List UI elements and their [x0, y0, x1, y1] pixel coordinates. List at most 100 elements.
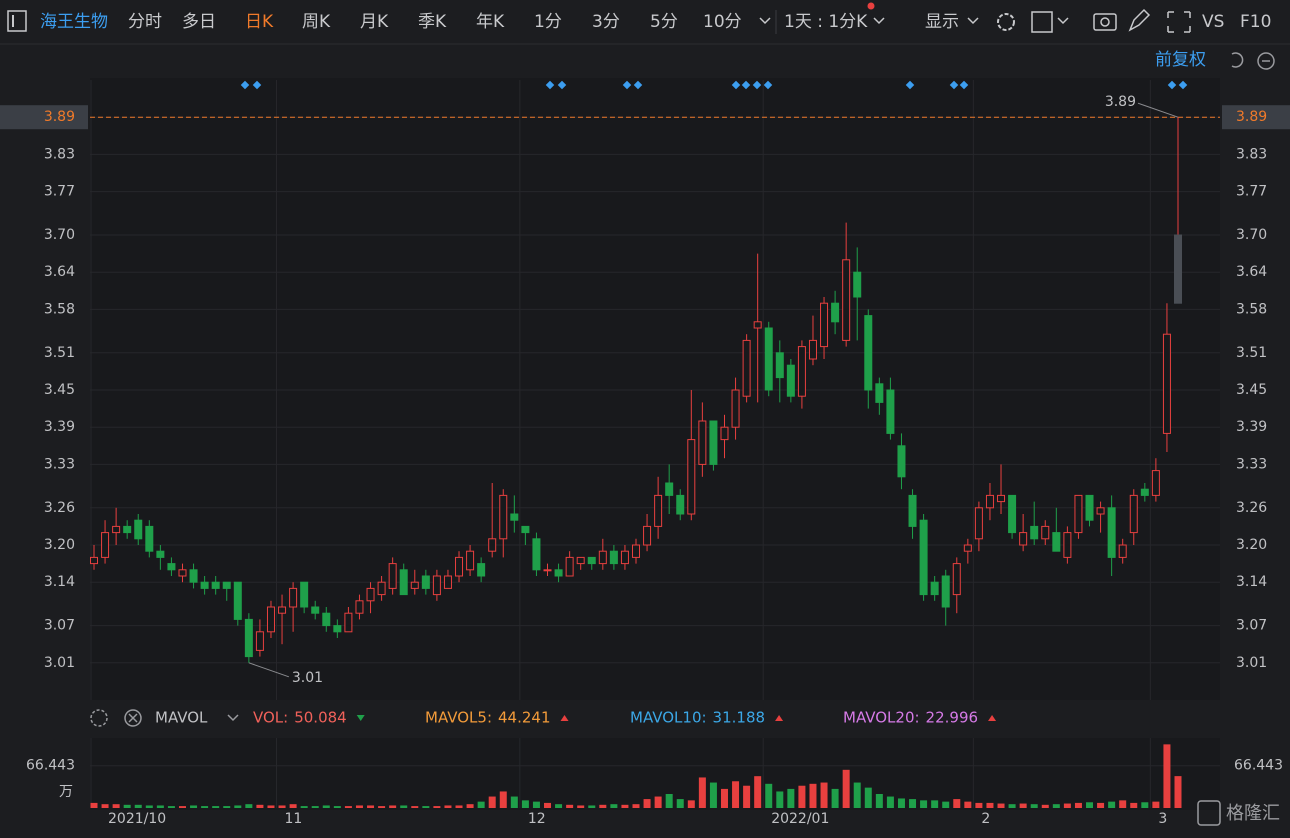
- indicator-close[interactable]: [124, 709, 142, 727]
- adjust-select[interactable]: 前复权: [1155, 50, 1206, 70]
- candle-body: [1162, 333, 1171, 434]
- period-tab[interactable]: 3分: [592, 12, 620, 32]
- y-tick-label-right: 3.26: [1236, 500, 1267, 516]
- candle-body: [222, 581, 231, 589]
- period-tab[interactable]: 日K: [245, 12, 274, 32]
- volume-bar: [599, 804, 607, 808]
- x-tick-label: 2022/01: [771, 811, 829, 827]
- y-tick-label-right: 3.20: [1236, 537, 1267, 553]
- y-tick-label-right: 3.58: [1236, 301, 1267, 317]
- volume-bar: [400, 805, 408, 808]
- period-tab[interactable]: 分时: [128, 12, 162, 32]
- candle-body: [1140, 488, 1149, 496]
- volume-bar: [643, 799, 651, 808]
- legend-value: 44.241: [498, 709, 551, 727]
- stock-name[interactable]: 海王生物: [40, 12, 108, 32]
- candle-body: [554, 569, 563, 577]
- last-price-badge: [0, 105, 88, 130]
- period-tab[interactable]: 多日: [182, 12, 216, 32]
- volume-bar: [123, 804, 131, 808]
- volume-bar: [864, 787, 872, 808]
- candle-body: [145, 525, 154, 552]
- interval-select[interactable]: 1天 : 1分K: [784, 12, 868, 32]
- volume-bar: [787, 788, 795, 808]
- draw-icon[interactable]: [1128, 8, 1151, 32]
- candle-body: [90, 556, 98, 565]
- volume-bar: [322, 805, 330, 808]
- volume-bar: [588, 805, 596, 808]
- period-tab[interactable]: 10分: [703, 12, 742, 32]
- x-tick-label: 3: [1158, 811, 1167, 827]
- event-marker[interactable]: [252, 80, 262, 90]
- candle-body: [488, 538, 497, 552]
- display-caret: [967, 17, 979, 25]
- candle-body: [134, 519, 143, 540]
- period-tab[interactable]: 年K: [476, 12, 505, 32]
- candle-body: [466, 550, 475, 571]
- y-tick-label: 3.70: [44, 227, 75, 243]
- interval-caret: [873, 17, 885, 25]
- volume-bar: [754, 776, 762, 808]
- display-menu[interactable]: 显示: [925, 12, 959, 32]
- candle-body: [908, 494, 917, 527]
- period-tab[interactable]: 季K: [418, 12, 447, 32]
- candle-body: [897, 445, 906, 478]
- candle-body: [289, 587, 298, 608]
- fullscreen-icon[interactable]: [1167, 11, 1191, 33]
- candle-body: [753, 321, 762, 329]
- candle-body: [831, 302, 840, 323]
- candle-body: [1030, 525, 1039, 540]
- x-tick-label: 2021/10: [108, 811, 166, 827]
- candle-body: [189, 569, 198, 583]
- candle-body: [432, 575, 441, 596]
- y-tick-label-right: 3.64: [1236, 264, 1267, 280]
- volume-bar: [621, 804, 629, 808]
- candle-body: [576, 556, 585, 565]
- f10-button[interactable]: F10: [1240, 12, 1271, 32]
- sidebar-toggle[interactable]: [7, 10, 27, 32]
- candle-body: [997, 494, 1006, 503]
- event-marker[interactable]: [240, 80, 250, 90]
- volume-bar: [1097, 802, 1105, 808]
- volume-bar: [698, 777, 706, 808]
- volume-bar: [964, 801, 972, 808]
- volume-bar: [355, 805, 363, 808]
- period-tab[interactable]: 1分: [534, 12, 562, 32]
- indicator-caret: [227, 714, 239, 722]
- volume-bar: [101, 804, 109, 808]
- screenshot-icon[interactable]: [1093, 13, 1117, 31]
- y-tick-label: 3.26: [44, 500, 75, 516]
- indicator-settings[interactable]: [90, 709, 108, 727]
- period-tab[interactable]: 周K: [302, 12, 331, 32]
- candle-body: [101, 532, 110, 558]
- indicator-name[interactable]: MAVOL: [155, 709, 208, 727]
- volume-bar: [389, 805, 397, 808]
- settings-icon[interactable]: [997, 13, 1015, 31]
- volume-bar: [1152, 801, 1160, 808]
- period-tab[interactable]: 月K: [360, 12, 389, 32]
- volume-bar: [776, 791, 784, 808]
- candle-body: [654, 494, 663, 527]
- volume-bar: [875, 794, 883, 808]
- volume-bar: [842, 769, 850, 808]
- candle-body: [123, 525, 132, 534]
- vs-button[interactable]: VS: [1202, 12, 1224, 32]
- period-tab[interactable]: 5分: [650, 12, 678, 32]
- volume-bar: [422, 806, 430, 808]
- layout-icon[interactable]: [1031, 11, 1053, 33]
- candle-body: [665, 482, 674, 496]
- zoom-out-icon[interactable]: [1257, 52, 1275, 70]
- more-periods[interactable]: [759, 17, 771, 25]
- volume-bar: [488, 796, 496, 808]
- volume-bar: [289, 804, 297, 808]
- volume-bar: [466, 804, 474, 808]
- candle-body: [1129, 494, 1138, 534]
- volume-bar: [632, 804, 640, 808]
- undo-icon[interactable]: [1231, 52, 1244, 68]
- candle-body: [565, 556, 574, 577]
- volume-bar: [709, 782, 717, 808]
- candle-body: [355, 600, 364, 614]
- volume-bar: [986, 802, 994, 808]
- volume-bar: [1052, 804, 1060, 808]
